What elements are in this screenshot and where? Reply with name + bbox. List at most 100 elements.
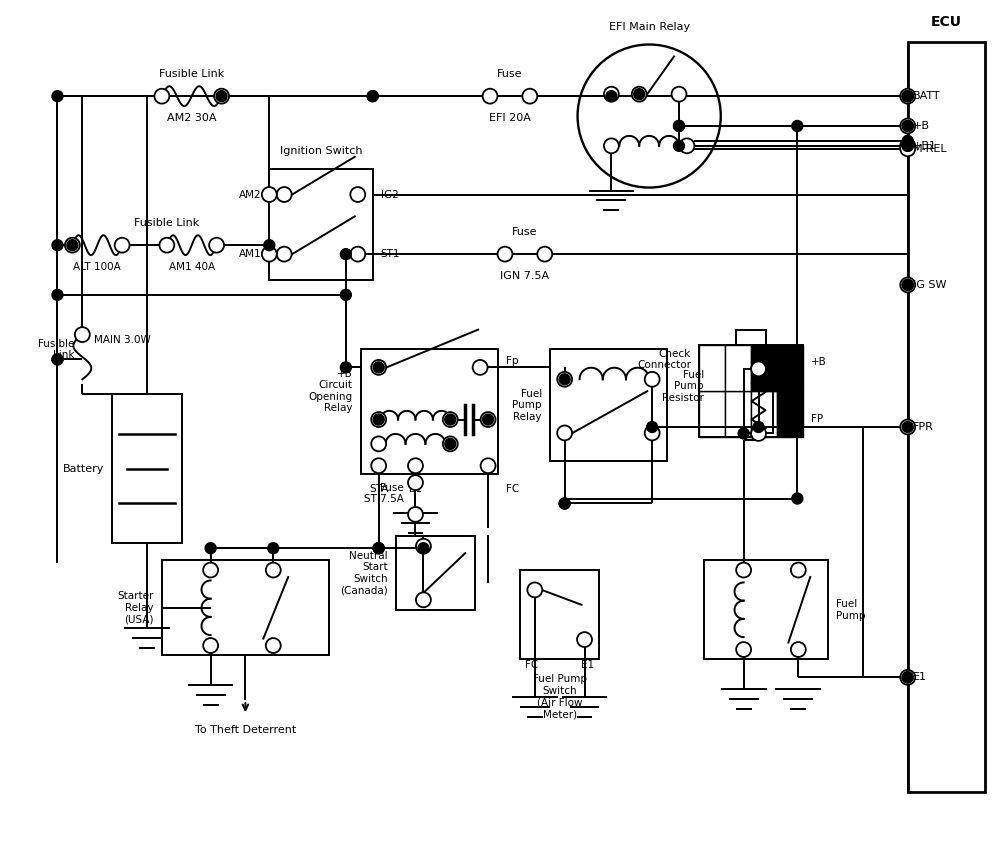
Circle shape — [902, 672, 913, 683]
Circle shape — [902, 91, 913, 102]
Circle shape — [371, 436, 386, 452]
Circle shape — [408, 458, 423, 473]
Circle shape — [418, 543, 429, 554]
Text: Starter
Relay
(USA): Starter Relay (USA) — [118, 591, 154, 624]
Circle shape — [115, 238, 130, 253]
Bar — [699, 345, 725, 391]
Circle shape — [522, 88, 537, 104]
Circle shape — [736, 563, 751, 577]
Circle shape — [679, 138, 694, 154]
Circle shape — [154, 88, 169, 104]
Circle shape — [214, 88, 229, 104]
Text: ST1: ST1 — [381, 249, 400, 259]
Circle shape — [753, 421, 764, 432]
Text: Fusible Link: Fusible Link — [134, 218, 199, 228]
Circle shape — [557, 425, 572, 441]
Bar — [269, 169, 373, 280]
Bar — [725, 391, 751, 437]
Circle shape — [674, 121, 684, 132]
Circle shape — [262, 247, 277, 261]
Bar — [744, 368, 773, 434]
Circle shape — [900, 142, 915, 156]
Text: Circuit
Opening
Relay: Circuit Opening Relay — [309, 380, 353, 413]
Text: BATT: BATT — [913, 91, 940, 101]
Circle shape — [445, 414, 456, 425]
Text: Fuse: Fuse — [512, 228, 538, 237]
Bar — [736, 329, 766, 345]
Circle shape — [408, 475, 423, 490]
Text: Fuel
Pump
Resistor: Fuel Pump Resistor — [662, 369, 704, 403]
Circle shape — [674, 140, 684, 151]
Circle shape — [371, 360, 386, 374]
Circle shape — [209, 238, 224, 253]
Circle shape — [266, 563, 281, 577]
Circle shape — [792, 493, 803, 504]
Circle shape — [606, 91, 617, 102]
Text: Fp: Fp — [506, 357, 518, 367]
Circle shape — [373, 543, 384, 554]
Circle shape — [902, 91, 913, 102]
Circle shape — [604, 138, 619, 154]
Circle shape — [632, 87, 647, 102]
Bar — [777, 391, 803, 437]
Circle shape — [483, 88, 498, 104]
Circle shape — [277, 187, 292, 202]
Circle shape — [350, 247, 365, 261]
Text: Fuel
Pump
Relay: Fuel Pump Relay — [512, 389, 542, 422]
Circle shape — [373, 543, 384, 554]
Circle shape — [559, 498, 570, 509]
Text: +B: +B — [811, 357, 827, 368]
Circle shape — [645, 425, 660, 441]
Circle shape — [416, 593, 431, 607]
Text: AM2: AM2 — [239, 189, 261, 200]
Circle shape — [791, 642, 806, 657]
Text: Neutral
Start
Switch
(Canada): Neutral Start Switch (Canada) — [340, 551, 388, 595]
Circle shape — [902, 140, 913, 151]
Text: IG2: IG2 — [381, 189, 398, 200]
Text: E1: E1 — [913, 672, 927, 683]
Text: Fusible
Link: Fusible Link — [38, 339, 74, 360]
Text: Fuel Pump
Switch
(Air Flow
Meter): Fuel Pump Switch (Air Flow Meter) — [533, 674, 587, 719]
Circle shape — [371, 412, 386, 427]
Bar — [699, 391, 725, 437]
Circle shape — [791, 563, 806, 577]
Circle shape — [52, 239, 63, 250]
Circle shape — [481, 458, 496, 473]
Circle shape — [52, 354, 63, 365]
Text: Battery: Battery — [63, 464, 104, 474]
Text: Fuse: Fuse — [497, 70, 523, 79]
Circle shape — [373, 362, 384, 373]
Circle shape — [792, 121, 803, 132]
Text: IGN 7.5A: IGN 7.5A — [500, 271, 549, 281]
Text: Fuel
Pump: Fuel Pump — [836, 599, 866, 621]
Circle shape — [216, 91, 227, 102]
Circle shape — [527, 582, 542, 598]
Circle shape — [902, 421, 913, 432]
Text: AM1: AM1 — [239, 249, 261, 259]
Text: FC: FC — [506, 484, 519, 493]
Text: FP: FP — [811, 414, 823, 424]
Circle shape — [634, 88, 645, 99]
Circle shape — [266, 638, 281, 653]
Circle shape — [65, 238, 80, 253]
Circle shape — [577, 633, 592, 647]
Text: Ignition Switch: Ignition Switch — [280, 146, 362, 156]
Text: STA: STA — [369, 484, 388, 493]
Circle shape — [373, 543, 384, 554]
Circle shape — [52, 354, 63, 365]
Bar — [520, 570, 599, 660]
Circle shape — [205, 543, 216, 554]
Bar — [751, 391, 777, 437]
Circle shape — [557, 372, 572, 387]
Text: M-REL: M-REL — [913, 143, 947, 154]
Circle shape — [371, 458, 386, 473]
Circle shape — [340, 362, 351, 373]
Circle shape — [672, 87, 686, 102]
Circle shape — [203, 638, 218, 653]
Circle shape — [902, 121, 913, 132]
Circle shape — [445, 438, 456, 449]
Circle shape — [443, 436, 458, 452]
Text: +B: +B — [337, 369, 353, 380]
Circle shape — [902, 672, 913, 683]
Circle shape — [902, 279, 913, 290]
